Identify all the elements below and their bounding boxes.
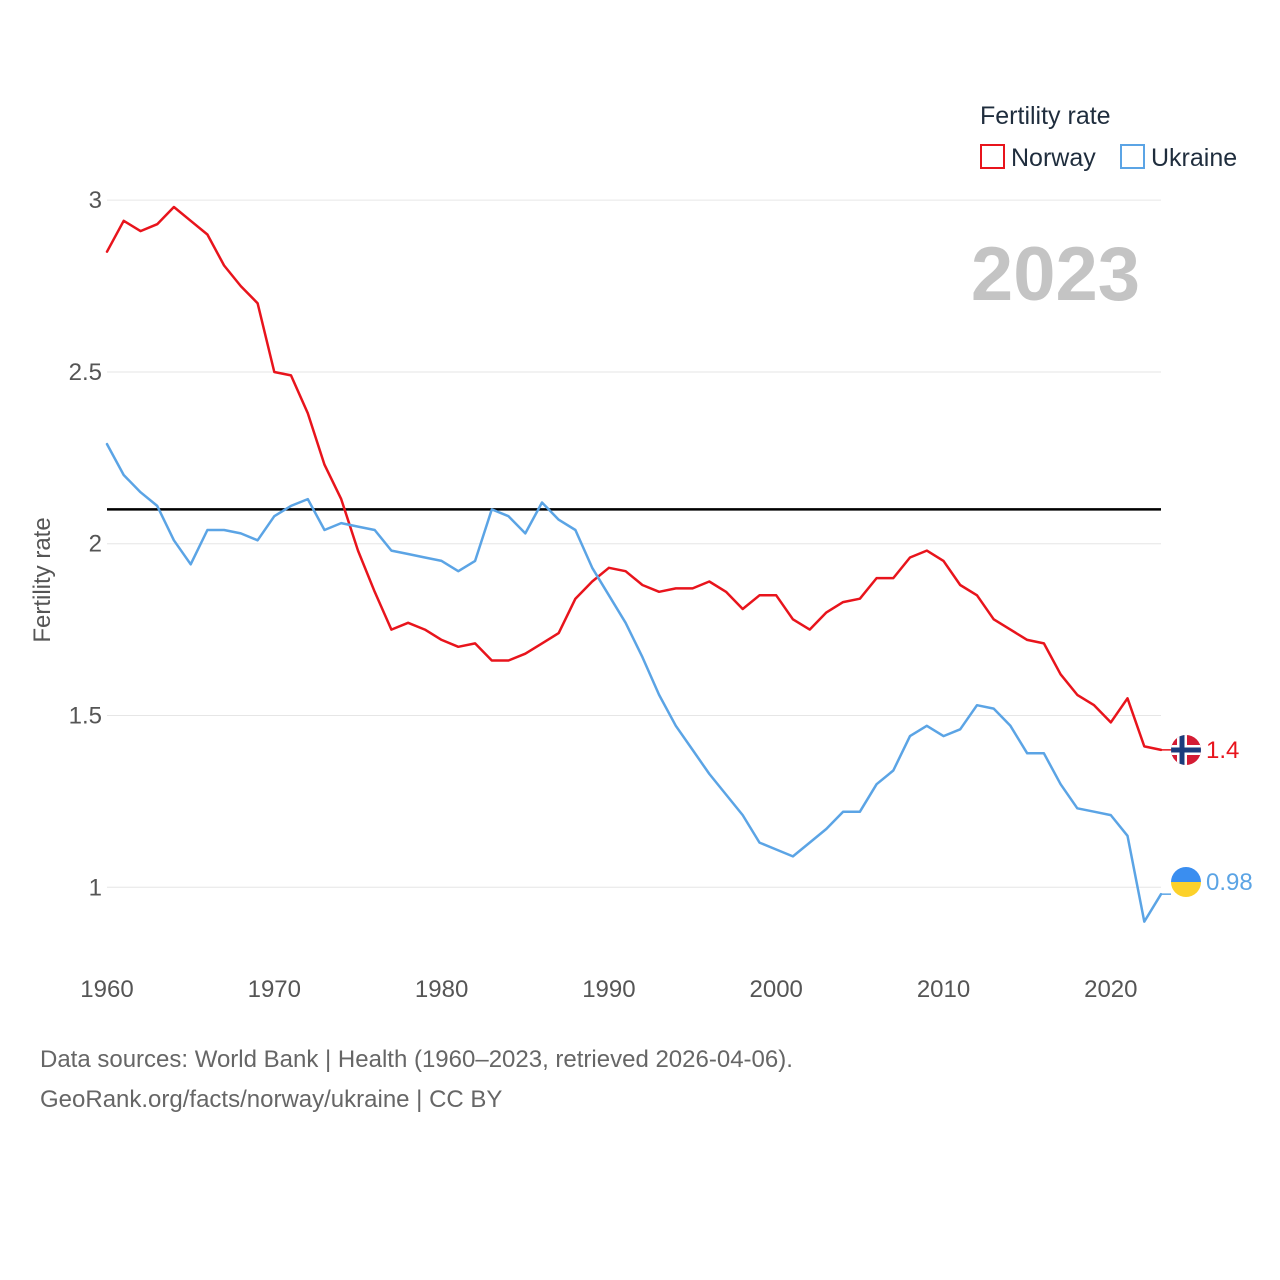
legend-item-ukraine[interactable]: Ukraine xyxy=(1120,144,1237,172)
legend-swatch-ukraine xyxy=(1120,144,1145,169)
x-tick-label: 1980 xyxy=(415,976,468,1003)
y-tick-label: 2.5 xyxy=(69,359,102,386)
x-tick-label: 2020 xyxy=(1084,976,1137,1003)
legend: Fertility rate Norway Ukraine xyxy=(980,102,1237,172)
series-line-norway[interactable] xyxy=(105,205,1163,752)
y-axis-title: Fertility rate xyxy=(29,517,56,642)
x-tick-label: 1960 xyxy=(80,976,133,1003)
y-tick-label: 3 xyxy=(89,187,102,214)
x-axis-ticks: 1960 1970 1980 1990 2000 2010 2020 xyxy=(80,976,1137,1003)
x-tick-label: 2000 xyxy=(750,976,803,1003)
legend-item-norway[interactable]: Norway xyxy=(980,144,1096,172)
x-tick-label: 1990 xyxy=(582,976,635,1003)
series-lines xyxy=(105,205,1171,923)
y-tick-label: 2 xyxy=(89,531,102,558)
y-axis-ticks: 1 1.5 2 2.5 3 xyxy=(69,187,102,901)
norway-flag-icon xyxy=(1171,735,1201,765)
y-tick-label: 1 xyxy=(89,874,102,901)
ukraine-end-label: 0.98 xyxy=(1206,869,1253,896)
x-tick-label: 2010 xyxy=(917,976,970,1003)
legend-swatch-norway xyxy=(980,144,1005,169)
y-tick-label: 1.5 xyxy=(69,703,102,730)
ukraine-flag-icon xyxy=(1171,867,1201,897)
legend-title: Fertility rate xyxy=(980,102,1111,130)
series-line-ukraine[interactable] xyxy=(105,442,1163,923)
year-label: 2023 xyxy=(971,232,1140,317)
legend-label-ukraine: Ukraine xyxy=(1151,144,1237,172)
footer-link[interactable]: GeoRank.org/facts/norway/ukraine | CC BY xyxy=(40,1086,503,1113)
norway-end-label: 1.4 xyxy=(1206,737,1239,764)
x-tick-label: 1970 xyxy=(248,976,301,1003)
legend-label-norway: Norway xyxy=(1011,144,1096,172)
gridlines xyxy=(107,199,1161,888)
footer-source: Data sources: World Bank | Health (1960–… xyxy=(40,1046,793,1073)
